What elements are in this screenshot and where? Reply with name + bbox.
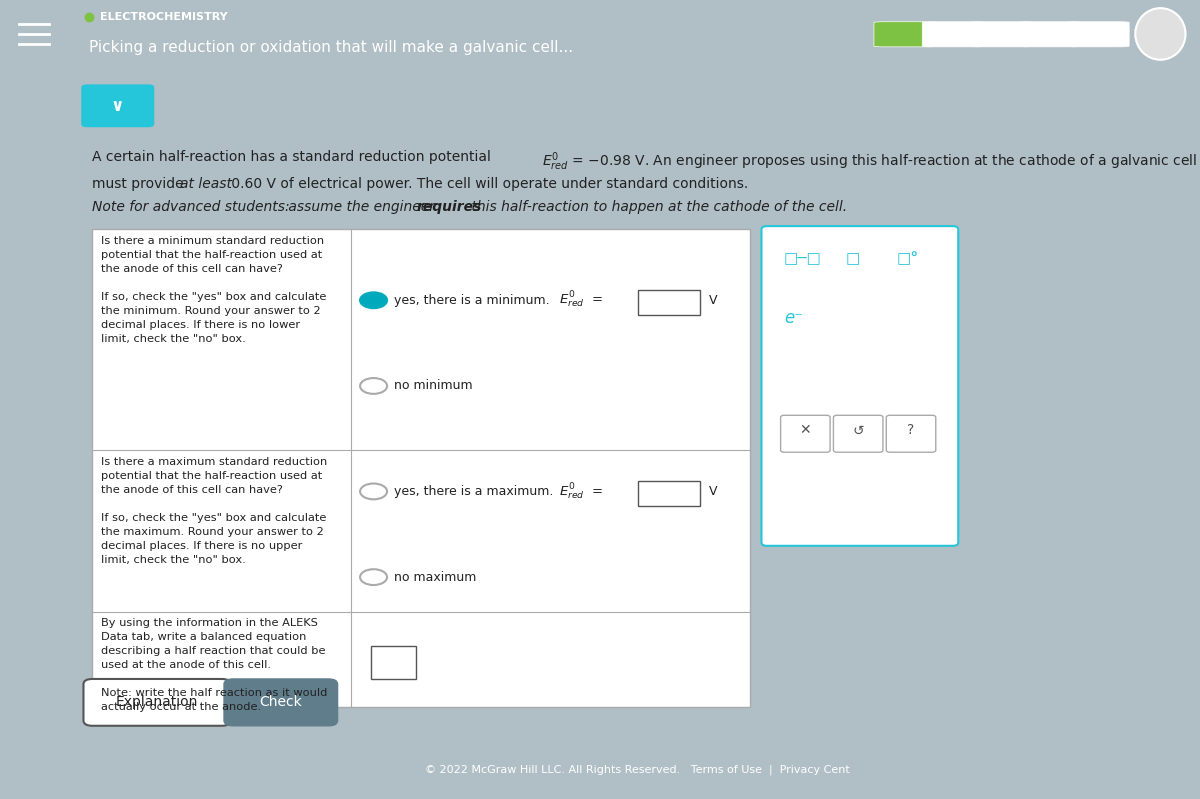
FancyBboxPatch shape [874,22,936,47]
Text: no maximum: no maximum [394,570,476,583]
FancyBboxPatch shape [1067,22,1129,47]
Circle shape [360,569,388,585]
FancyBboxPatch shape [923,22,984,47]
FancyBboxPatch shape [224,679,337,725]
Text: © 2022 McGraw Hill LLC. All Rights Reserved.   Terms of Use  |  Privacy Cent: © 2022 McGraw Hill LLC. All Rights Reser… [426,765,850,776]
Text: $E^{0}_{red}$  =: $E^{0}_{red}$ = [559,481,604,502]
Text: ↺: ↺ [852,423,864,438]
Text: ∨: ∨ [110,97,124,115]
Circle shape [360,378,388,394]
FancyBboxPatch shape [82,85,155,127]
Text: ?: ? [907,423,914,438]
Text: By using the information in the ALEKS
Data tab, write a balanced equation
descri: By using the information in the ALEKS Da… [102,618,328,713]
FancyBboxPatch shape [834,415,883,452]
Text: □─□: □─□ [784,252,822,267]
Text: must provide: must provide [92,177,188,191]
Text: □°: □° [896,252,918,267]
Text: this half-reaction to happen at the cathode of the cell.: this half-reaction to happen at the cath… [467,200,847,214]
FancyBboxPatch shape [638,481,700,506]
FancyBboxPatch shape [638,290,700,315]
Circle shape [1135,8,1186,60]
Text: A certain half-reaction has a standard reduction potential: A certain half-reaction has a standard r… [92,150,496,165]
FancyBboxPatch shape [84,679,230,725]
FancyBboxPatch shape [371,646,416,679]
Text: e⁻: e⁻ [784,309,803,328]
Text: yes, there is a maximum.: yes, there is a maximum. [394,485,553,498]
Text: Is there a minimum standard reduction
potential that the half-reaction used at
t: Is there a minimum standard reduction po… [102,236,326,344]
Text: at least: at least [180,177,232,191]
FancyBboxPatch shape [780,415,830,452]
Text: Note for advanced students:: Note for advanced students: [92,200,290,214]
Text: V: V [706,485,718,498]
Text: $E^{0}_{red}$ = −0.98 V. An engineer proposes using this half-reaction at the ca: $E^{0}_{red}$ = −0.98 V. An engineer pro… [542,150,1200,173]
Text: 0.60 V of electrical power. The cell will operate under standard conditions.: 0.60 V of electrical power. The cell wil… [227,177,749,191]
Text: assume the engineer: assume the engineer [283,200,439,214]
FancyBboxPatch shape [762,226,959,546]
Text: Explanation: Explanation [116,695,198,709]
FancyBboxPatch shape [971,22,1032,47]
FancyBboxPatch shape [887,415,936,452]
Text: requires: requires [416,200,481,214]
Text: Picking a reduction or oxidation that will make a galvanic cell...: Picking a reduction or oxidation that wi… [89,40,574,55]
Text: ✕: ✕ [799,423,811,438]
FancyBboxPatch shape [1019,22,1081,47]
Text: 1/5: 1/5 [1133,27,1153,41]
Text: Check: Check [259,695,302,709]
Text: Is there a maximum standard reduction
potential that the half-reaction used at
t: Is there a maximum standard reduction po… [102,457,328,565]
Circle shape [360,483,388,499]
Text: $E^{0}_{red}$  =: $E^{0}_{red}$ = [559,290,604,311]
FancyBboxPatch shape [92,229,750,707]
Text: no minimum: no minimum [394,380,473,392]
Text: □: □ [846,252,860,267]
Text: ELECTROCHEMISTRY: ELECTROCHEMISTRY [101,12,228,22]
Text: yes, there is a minimum.: yes, there is a minimum. [394,294,550,307]
Text: V: V [706,294,718,307]
Circle shape [360,292,388,308]
